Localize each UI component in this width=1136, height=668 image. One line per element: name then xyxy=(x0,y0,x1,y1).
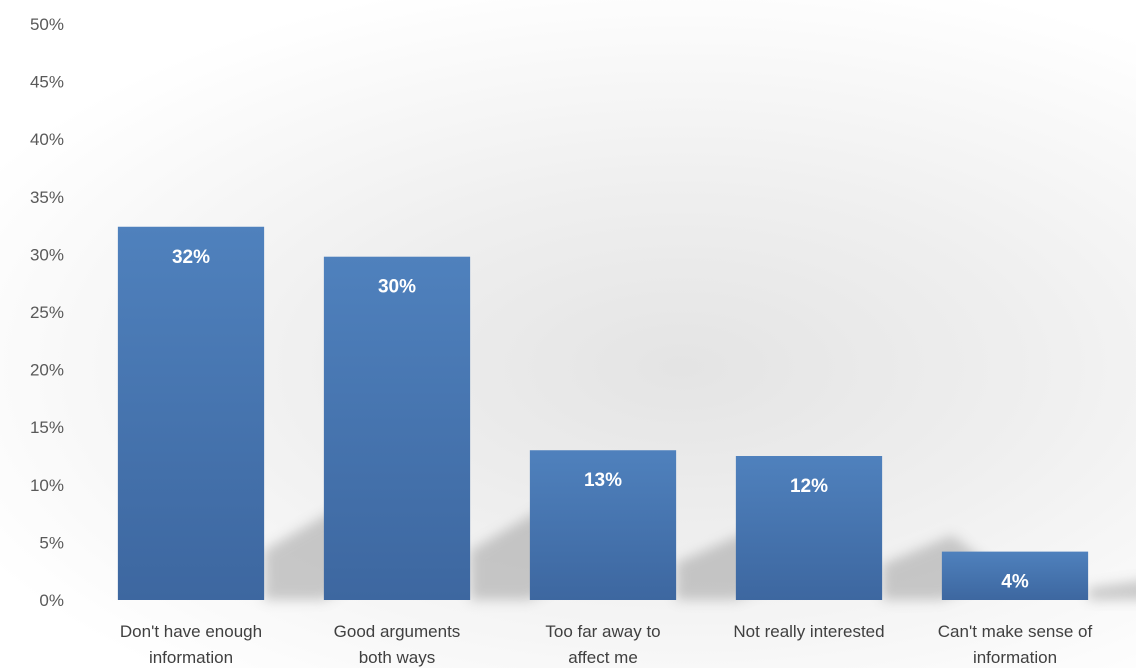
y-tick-label: 30% xyxy=(30,245,64,264)
x-tick-label: Too far away to xyxy=(545,622,660,641)
data-label: 13% xyxy=(584,470,622,491)
bar xyxy=(735,456,883,600)
y-tick-label: 10% xyxy=(30,476,64,495)
x-tick-label: Don't have enough xyxy=(120,622,262,641)
y-tick-label: 15% xyxy=(30,418,64,437)
y-tick-label: 35% xyxy=(30,188,64,207)
x-tick-label: Not really interested xyxy=(733,622,884,641)
data-label: 12% xyxy=(790,476,828,497)
y-axis: 0% 5% 10% 15% 20% 25% 30% 35% 40% 45% 50% xyxy=(30,15,64,610)
bar xyxy=(117,226,265,600)
x-tick-label: affect me xyxy=(568,648,638,667)
data-label: 4% xyxy=(1001,572,1029,593)
x-tick-label: both ways xyxy=(359,648,436,667)
y-tick-label: 25% xyxy=(30,303,64,322)
bars xyxy=(117,226,1089,600)
x-tick-label: Good arguments xyxy=(334,622,461,641)
data-labels: 32% 30% 13% 12% 4% xyxy=(172,247,1029,593)
y-tick-label: 0% xyxy=(39,591,64,610)
y-tick-label: 50% xyxy=(30,15,64,34)
bar xyxy=(323,256,471,600)
data-label: 30% xyxy=(378,277,416,298)
data-label: 32% xyxy=(172,247,210,268)
x-tick-label: information xyxy=(149,648,233,667)
bar-shadow xyxy=(1088,581,1136,600)
x-axis: Don't have enough information Good argumen… xyxy=(120,622,1093,667)
y-tick-label: 5% xyxy=(39,533,64,552)
y-tick-label: 40% xyxy=(30,130,64,149)
x-tick-label: Can't make sense of xyxy=(938,622,1093,641)
bar xyxy=(529,450,677,600)
y-tick-label: 20% xyxy=(30,361,64,380)
bar xyxy=(941,551,1089,600)
x-tick-label: information xyxy=(973,648,1057,667)
y-tick-label: 45% xyxy=(30,73,64,92)
